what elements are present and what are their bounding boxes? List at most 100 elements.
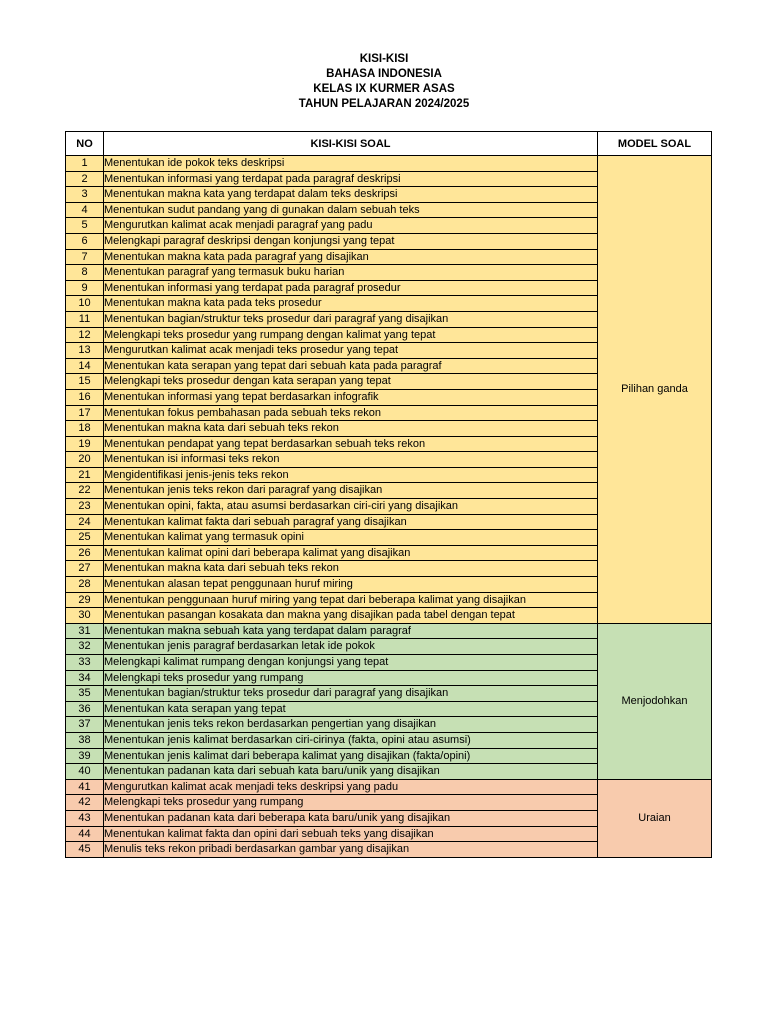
table-row: 35 Menentukan bagian/struktur teks prosed…: [65, 685, 712, 702]
table-row: 13 Mengurutkan kalimat acak menjadi teks …: [65, 342, 712, 359]
row-kisi-text: Menentukan makna kata dari sebuah teks r…: [103, 420, 598, 437]
kisi-kisi-table: NO KISI-KISI SOAL MODEL SOAL 1 Menentukan…: [65, 131, 712, 858]
table-row: 24 Menentukan kalimat fakta dari sebuah p…: [65, 513, 712, 531]
row-kisi-text: Menentukan makna kata pada teks prosedur: [103, 295, 598, 312]
header-model-soal: MODEL SOAL: [597, 131, 712, 156]
row-number: 23: [65, 498, 104, 515]
row-number: 37: [65, 716, 104, 733]
row-number: 11: [65, 310, 104, 328]
row-kisi-text: Menentukan fokus pembahasan pada sebuah …: [103, 404, 598, 422]
row-number: 21: [65, 466, 104, 484]
row-number: 22: [65, 482, 104, 500]
row-kisi-text: Menentukan bagian/struktur teks prosedur…: [103, 310, 598, 328]
row-number: 4: [65, 201, 104, 219]
table-row: 14 Menentukan kata serapan yang tepat dar…: [65, 357, 712, 375]
table-row: 19 Menentukan pendapat yang tepat berdasa…: [65, 435, 712, 453]
row-kisi-text: Melengkapi teks prosedur dengan kata ser…: [103, 373, 598, 390]
row-kisi-text: Menentukan padanan kata dari beberapa ka…: [103, 809, 598, 827]
row-number: 15: [65, 373, 104, 390]
table-row: 22 Menentukan jenis teks rekon dari parag…: [65, 482, 712, 500]
table-body: 1 Menentukan ide pokok teks deskripsi Pili…: [65, 155, 712, 858]
row-kisi-text: Menentukan makna sebuah kata yang terdap…: [103, 622, 598, 640]
model-soal-cell: Menjodohkan: [597, 622, 712, 780]
row-number: 29: [65, 591, 104, 609]
row-kisi-text: Menentukan kalimat yang termasuk opini: [103, 529, 598, 546]
table-row: 28 Menentukan alasan tepat penggunaan hur…: [65, 576, 712, 593]
row-kisi-text: Melengkapi kalimat rumpang dengan konjun…: [103, 654, 598, 671]
row-kisi-text: Menentukan jenis kalimat dari beberapa k…: [103, 747, 598, 765]
table-row: 36 Menentukan kata serapan yang tepat: [65, 700, 712, 718]
row-kisi-text: Menentukan kalimat fakta dan opini dari …: [103, 825, 598, 843]
row-number: 35: [65, 685, 104, 702]
row-number: 45: [65, 841, 104, 858]
table-row: 44 Menentukan kalimat fakta dan opini dar…: [65, 825, 712, 843]
row-kisi-text: Menentukan alasan tepat penggunaan huruf…: [103, 576, 598, 593]
row-kisi-text: Menentukan penggunaan huruf miring yang …: [103, 591, 598, 609]
row-kisi-text: Menentukan informasi yang terdapat pada …: [103, 170, 598, 188]
row-kisi-text: Melengkapi teks prosedur yang rumpang: [103, 794, 598, 811]
table-row: 25 Menentukan kalimat yang termasuk opini: [65, 529, 712, 546]
row-kisi-text: Melengkapi teks prosedur yang rumpang de…: [103, 326, 598, 344]
table-row: 33 Melengkapi kalimat rumpang dengan konj…: [65, 654, 712, 671]
header-no: NO: [65, 131, 104, 156]
row-kisi-text: Menentukan kata serapan yang tepat: [103, 700, 598, 718]
row-number: 38: [65, 731, 104, 749]
row-number: 9: [65, 279, 104, 297]
table-row: 42 Melengkapi teks prosedur yang rumpang: [65, 794, 712, 811]
row-kisi-text: Menentukan sudut pandang yang di gunakan…: [103, 201, 598, 219]
table-row: 1 Menentukan ide pokok teks deskripsi Pili…: [65, 155, 712, 624]
model-soal-cell: Uraian: [597, 778, 712, 858]
table-row: 43 Menentukan padanan kata dari beberapa …: [65, 809, 712, 827]
row-number: 26: [65, 544, 104, 562]
table-row: 10 Menentukan makna kata pada teks prosed…: [65, 295, 712, 312]
row-number: 34: [65, 669, 104, 687]
table-row: 41 Mengurutkan kalimat acak menjadi teks …: [65, 778, 712, 858]
row-number: 39: [65, 747, 104, 765]
row-number: 8: [65, 264, 104, 281]
row-number: 20: [65, 451, 104, 468]
row-kisi-text: Menentukan jenis kalimat berdasarkan cir…: [103, 731, 598, 749]
row-kisi-text: Menentukan makna kata yang terdapat dala…: [103, 186, 598, 203]
row-number: 43: [65, 809, 104, 827]
table-row: 40 Menentukan padanan kata dari sebuah ka…: [65, 763, 712, 780]
row-number: 31: [65, 622, 104, 640]
row-kisi-text: Menentukan pendapat yang tepat berdasark…: [103, 435, 598, 453]
row-kisi-text: Menentukan jenis teks rekon berdasarkan …: [103, 716, 598, 733]
table-row: 26 Menentukan kalimat opini dari beberapa…: [65, 544, 712, 562]
row-kisi-text: Mengidentifikasi jenis-jenis teks rekon: [103, 466, 598, 484]
row-number: 27: [65, 560, 104, 578]
table-row: 3 Menentukan makna kata yang terdapat dal…: [65, 186, 712, 203]
row-number: 12: [65, 326, 104, 344]
row-kisi-text: Menentukan bagian/struktur teks prosedur…: [103, 685, 598, 702]
row-kisi-text: Menentukan kalimat opini dari beberapa k…: [103, 544, 598, 562]
table-row: 2 Menentukan informasi yang terdapat pada…: [65, 170, 712, 188]
header-kisi-soal: KISI-KISI SOAL: [103, 131, 598, 156]
row-kisi-text: Menulis teks rekon pribadi berdasarkan g…: [103, 841, 598, 858]
row-kisi-text: Mengurutkan kalimat acak menjadi paragra…: [103, 217, 598, 234]
row-kisi-text: Mengurutkan kalimat acak menjadi teks pr…: [103, 342, 598, 359]
row-number: 3: [65, 186, 104, 203]
table-row: 32 Menentukan jenis paragraf berdasarkan …: [65, 638, 712, 655]
row-number: 32: [65, 638, 104, 655]
title-line-3: KELAS IX KURMER ASAS: [313, 83, 455, 95]
row-kisi-text: Menentukan opini, fakta, atau asumsi ber…: [103, 498, 598, 515]
row-number: 25: [65, 529, 104, 546]
row-number: 30: [65, 607, 104, 624]
table-row: 39 Menentukan jenis kalimat dari beberapa…: [65, 747, 712, 765]
table-row: 23 Menentukan opini, fakta, atau asumsi b…: [65, 498, 712, 515]
row-kisi-text: Melengkapi paragraf deskripsi dengan kon…: [103, 232, 598, 250]
row-kisi-text: Menentukan ide pokok teks deskripsi: [103, 155, 598, 172]
row-number: 42: [65, 794, 104, 811]
header-row: NO KISI-KISI SOAL MODEL SOAL: [65, 131, 712, 156]
table-row: 21 Mengidentifikasi jenis-jenis teks reko…: [65, 466, 712, 484]
row-kisi-text: Menentukan kalimat fakta dari sebuah par…: [103, 513, 598, 531]
row-number: 33: [65, 654, 104, 671]
row-number: 6: [65, 232, 104, 250]
table-row: 5 Mengurutkan kalimat acak menjadi paragr…: [65, 217, 712, 234]
row-number: 14: [65, 357, 104, 375]
row-kisi-text: Menentukan makna kata pada paragraf yang…: [103, 248, 598, 266]
table-row: 6 Melengkapi paragraf deskripsi dengan ko…: [65, 232, 712, 250]
row-kisi-text: Menentukan informasi yang tepat berdasar…: [103, 388, 598, 406]
row-number: 36: [65, 700, 104, 718]
